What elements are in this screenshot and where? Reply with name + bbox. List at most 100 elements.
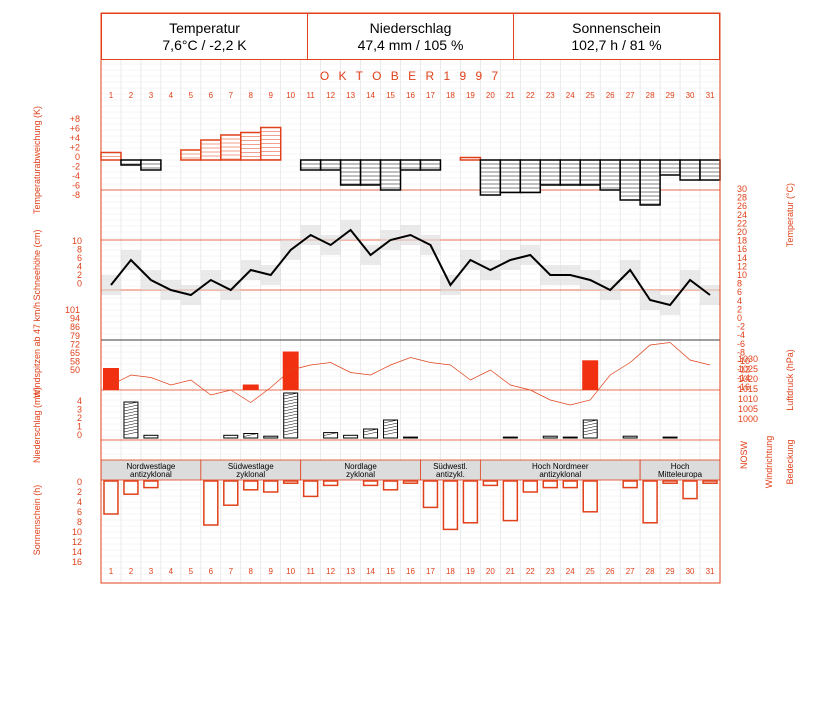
precipitation-value: 47,4 mm / 105 % (357, 37, 464, 53)
sunshine-bar (642, 480, 658, 524)
day-label-top: 6 (209, 91, 214, 100)
precip-hatch (123, 425, 138, 430)
temperature-tick: 26 (737, 201, 747, 211)
weather-type-label: zyklonal (236, 470, 265, 479)
day-label-top: 20 (486, 91, 495, 100)
snow-tick: 0 (77, 279, 82, 289)
temperature-summary: Temperatur 7,6°C / -2,2 K (102, 14, 308, 59)
temperature-tick: 24 (737, 210, 747, 220)
day-label-top: 22 (526, 91, 535, 100)
day-label-top: 25 (586, 91, 595, 100)
sunshine-tick: 4 (77, 497, 82, 507)
day-label-bottom: 31 (706, 567, 715, 576)
sunshine-bar (402, 480, 419, 484)
sunshine-bar (662, 480, 678, 484)
temperature-tick: 30 (737, 184, 747, 194)
day-label-top: 16 (406, 91, 415, 100)
day-label-top: 27 (626, 91, 635, 100)
temperature-tick: 22 (737, 218, 747, 228)
sunshine-tick: 8 (77, 517, 82, 527)
sunshine-bar (462, 480, 479, 524)
precipitation-summary: Niederschlag 47,4 mm / 105 % (308, 14, 514, 59)
anomaly-bar (479, 159, 502, 196)
sunshine-bar (562, 480, 578, 489)
precip-bar (542, 435, 558, 439)
sunshine-bar (362, 480, 379, 487)
precip-hatch (123, 413, 138, 418)
sunshine-bar (302, 480, 319, 498)
sunshine-title: Sonnenschein (572, 20, 661, 36)
wind-gust-bar (103, 368, 119, 390)
precip-axis-title: Niederschlag (mm) (32, 387, 42, 463)
day-label-top: 30 (686, 91, 695, 100)
anomaly-bar (659, 159, 681, 176)
sunshine-value: 102,7 h / 81 % (571, 37, 662, 53)
precip-hatch (383, 428, 398, 433)
day-label-bottom: 27 (626, 567, 635, 576)
precip-hatch (123, 410, 138, 415)
day-label-bottom: 9 (268, 567, 273, 576)
sunshine-bar (103, 480, 119, 515)
anomaly-tick: 0 (75, 152, 80, 162)
pressure-tick: 1010 (738, 394, 758, 404)
precip-bar (143, 434, 159, 439)
day-label-top: 13 (346, 91, 355, 100)
month-title: O K T O B E R 1 9 9 7 (320, 69, 501, 83)
chart-labels: O K T O B E R 1 9 9 71122334455667788991… (32, 69, 795, 576)
pressure-tick: 1000 (738, 414, 758, 424)
precip-hatch (123, 419, 138, 424)
sunshine-bar (442, 480, 459, 531)
day-label-top: 12 (326, 91, 335, 100)
day-label-top: 1 (109, 91, 114, 100)
temperature-tick: 4 (737, 296, 742, 306)
precip-hatch (283, 398, 298, 403)
day-label-top: 24 (566, 91, 575, 100)
precipitation-title: Niederschlag (369, 20, 452, 36)
temperature-tick: 28 (737, 193, 747, 203)
day-label-bottom: 25 (586, 567, 595, 576)
wind-direction-letters: NOSW (739, 440, 749, 469)
anomaly-axis-title: Temperaturabweichung (K) (32, 106, 42, 214)
day-label-bottom: 17 (426, 567, 435, 576)
precip-hatch (383, 419, 398, 424)
anomaly-tick: +6 (70, 124, 80, 134)
precip-hatch (283, 431, 298, 436)
precip-hatch (123, 422, 138, 427)
anomaly-bar (679, 159, 701, 181)
day-label-top: 28 (646, 91, 655, 100)
day-label-top: 29 (666, 91, 675, 100)
wind-gust-bar (282, 351, 299, 390)
temperature-tick: 10 (737, 270, 747, 280)
temperature-tick: -4 (737, 330, 745, 340)
day-label-top: 8 (249, 91, 254, 100)
precip-hatch (123, 407, 138, 412)
anomaly-tick: +4 (70, 133, 80, 143)
temperature-tick: -16 (737, 382, 750, 392)
precip-hatch (383, 425, 398, 430)
sunshine-bar (382, 480, 399, 491)
wind-tick: 65 (70, 348, 80, 358)
temperature-tick: 14 (737, 253, 747, 263)
sunshine-tick: 14 (72, 547, 82, 557)
day-label-top: 31 (706, 91, 715, 100)
temperature-tick: 20 (737, 227, 747, 237)
precip-tick: 3 (77, 405, 82, 415)
sunshine-bar (682, 480, 698, 500)
precip-hatch (123, 401, 138, 406)
precip-hatch (583, 428, 598, 433)
snow-tick: 8 (77, 245, 82, 255)
precip-tick: 4 (77, 396, 82, 406)
temperature-tick: -12 (737, 365, 750, 375)
precip-hatch (283, 422, 298, 427)
precip-hatch (283, 416, 298, 421)
temperature-tick: -8 (737, 347, 745, 357)
day-label-top: 15 (386, 91, 395, 100)
weather-type-label: Hoch (671, 462, 690, 471)
pressure-tick: 1020 (738, 374, 758, 384)
day-label-top: 9 (268, 91, 273, 100)
temperature-value: 7,6°C / -2,2 K (162, 37, 247, 53)
anomaly-bar (140, 159, 162, 171)
sunshine-bar (282, 480, 299, 484)
day-label-top: 7 (229, 91, 234, 100)
